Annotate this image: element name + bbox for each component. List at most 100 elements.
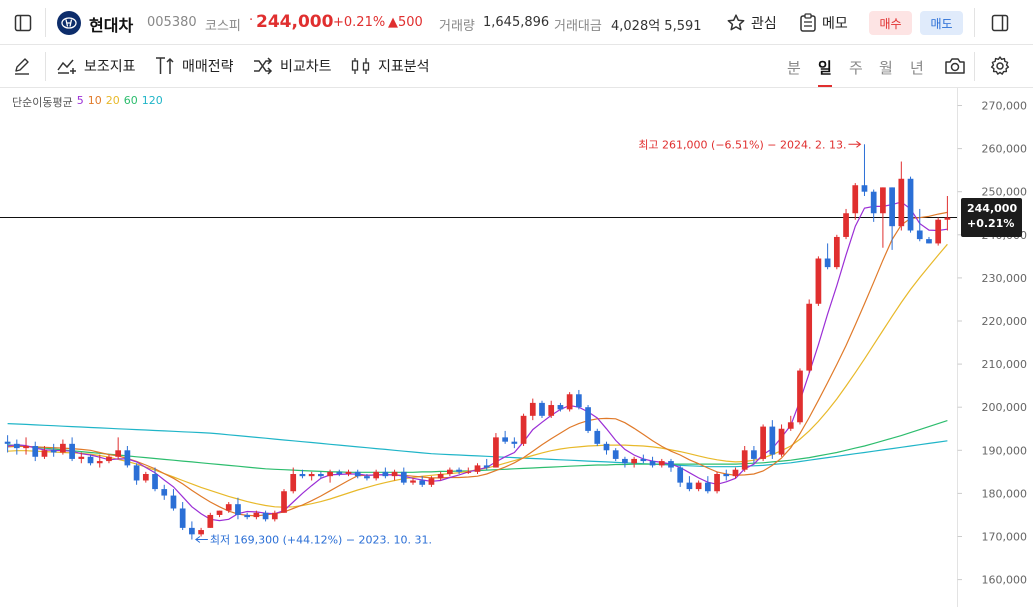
candle-body — [290, 474, 297, 492]
candle-body — [677, 467, 684, 483]
period-month[interactable]: 월 — [879, 59, 893, 77]
candle — [152, 467, 158, 492]
y-axis-label: 250,000 — [982, 186, 1028, 199]
candle-body — [41, 450, 48, 457]
candle — [437, 471, 444, 481]
candle-body — [511, 441, 518, 444]
period-day[interactable]: 일 — [818, 59, 832, 77]
candle — [926, 236, 932, 244]
y-axis-label: 190,000 — [982, 444, 1028, 457]
candle — [677, 465, 684, 487]
panel-toggle-icon[interactable] — [985, 8, 1015, 38]
ma-legend-5: 5 — [76, 94, 84, 107]
candle — [806, 299, 813, 373]
candle-body — [649, 461, 656, 466]
candle-body — [935, 219, 942, 244]
candle-body — [566, 394, 573, 410]
candle-body — [410, 480, 416, 483]
candle-body — [235, 504, 241, 515]
strategy-button[interactable]: 매매전략 — [154, 55, 234, 77]
candle-body — [806, 303, 813, 371]
candle-body — [603, 443, 610, 451]
candle-body — [861, 185, 868, 192]
candle-body — [189, 527, 195, 535]
candle — [760, 424, 766, 462]
candle — [575, 389, 582, 410]
candle — [787, 415, 794, 431]
candle-body — [658, 461, 665, 466]
candle-body — [281, 491, 287, 513]
candle — [916, 208, 923, 242]
analysis-button[interactable]: 지표분석 — [350, 55, 430, 77]
candle-body — [880, 187, 886, 214]
candle-body — [493, 437, 499, 468]
candle-body — [253, 512, 260, 518]
candle — [778, 424, 785, 457]
candle — [308, 471, 315, 481]
candle-body — [364, 476, 370, 479]
candle-body — [244, 514, 251, 518]
compare-button[interactable]: 비교차트 — [252, 55, 332, 77]
period-year[interactable]: 년 — [910, 59, 924, 77]
candle — [345, 469, 352, 477]
candle-body — [926, 239, 932, 244]
candle-body — [852, 185, 859, 214]
candle — [493, 433, 499, 468]
candle — [419, 476, 426, 487]
candle — [741, 445, 748, 472]
candle — [161, 484, 168, 500]
candle-body — [539, 402, 545, 416]
candle-body — [548, 405, 555, 416]
camera-icon[interactable] — [942, 53, 968, 79]
candle — [13, 439, 20, 455]
chart-canvas[interactable]: 270,000260,000250,000240,000230,000220,0… — [0, 88, 1033, 607]
period-week[interactable]: 주 — [849, 59, 863, 77]
candle-body — [704, 482, 711, 492]
candle-body — [944, 217, 951, 220]
candle-body — [373, 471, 380, 479]
ma-legend-120: 120 — [141, 94, 163, 107]
candle — [4, 435, 11, 453]
market-label: 코스피 — [205, 19, 241, 34]
candle-body — [299, 474, 306, 477]
candle — [557, 402, 564, 412]
high-price-arrow — [848, 140, 862, 148]
indicator-button[interactable]: 보조지표 — [56, 55, 136, 77]
candle — [797, 368, 803, 425]
change-percent: +0.21% — [333, 15, 386, 30]
buy-button[interactable]: 매수 — [869, 11, 912, 35]
price-chart[interactable]: 단순이동평균 5 10 20 60 120 270,000 260,000 250,… — [0, 88, 1033, 607]
candle-body — [115, 450, 122, 457]
candle-body — [78, 456, 85, 459]
ma120-line — [7, 423, 948, 468]
candle — [318, 471, 324, 479]
candle — [106, 454, 112, 464]
draw-pen-icon[interactable] — [9, 53, 35, 79]
candle-body — [529, 402, 536, 416]
strategy-label: 매매전략 — [182, 59, 234, 75]
ma-legend-60: 60 — [123, 94, 138, 107]
candle-body — [778, 428, 785, 455]
candle — [69, 437, 75, 462]
candle — [658, 458, 665, 468]
active-period-indicator — [818, 85, 832, 87]
candle-body — [447, 469, 453, 475]
period-minute[interactable]: 분 — [787, 59, 801, 77]
candle — [520, 413, 527, 446]
candle — [96, 454, 103, 468]
sidebar-toggle-icon[interactable] — [8, 8, 38, 38]
ma-legend-20: 20 — [105, 94, 120, 107]
settings-gear-icon[interactable] — [987, 53, 1013, 79]
candle — [382, 467, 389, 479]
favorite-button[interactable]: 관심 — [726, 10, 777, 36]
candle-body — [428, 478, 435, 485]
candle-body — [787, 422, 794, 429]
candle-body — [354, 471, 361, 477]
candle-body — [87, 456, 94, 464]
trade-amount-value: 4,028억 5,591 — [611, 19, 702, 34]
candle — [631, 456, 637, 468]
memo-button[interactable]: 메모 — [799, 10, 848, 36]
separator-dot: · — [249, 13, 254, 28]
sell-button[interactable]: 매도 — [920, 11, 963, 35]
candle-body — [262, 512, 269, 520]
